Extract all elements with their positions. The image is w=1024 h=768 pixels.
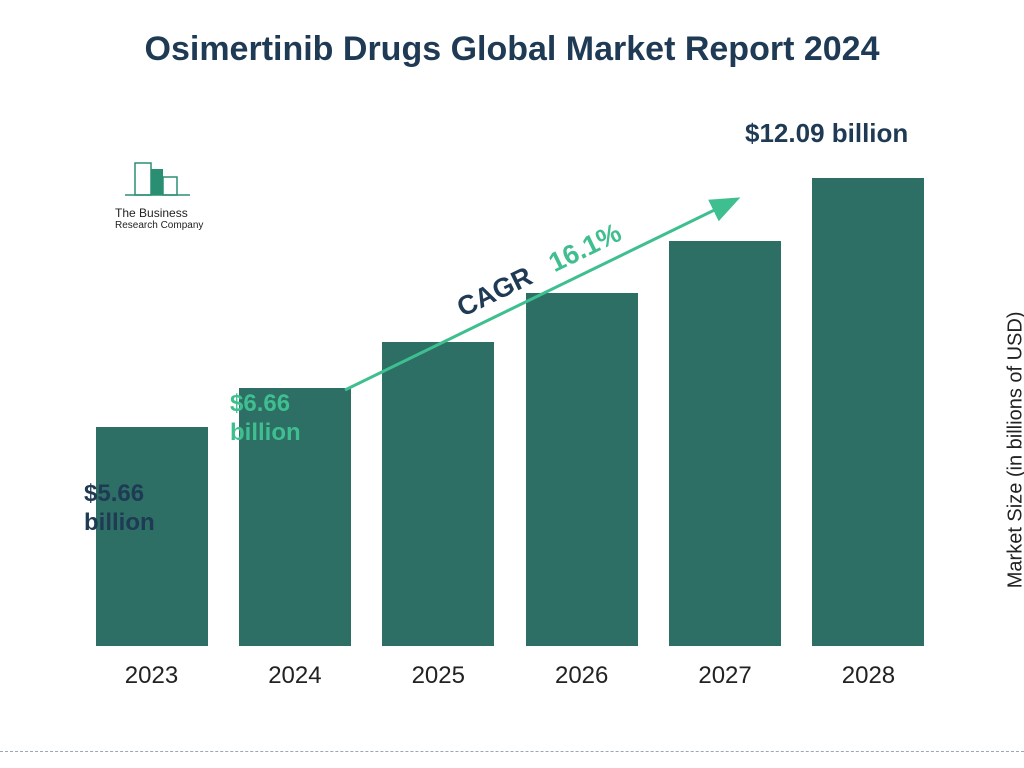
x-label-2025: 2025 xyxy=(367,652,510,690)
bar-slot xyxy=(797,178,940,646)
x-label-2026: 2026 xyxy=(510,652,653,690)
callout-2023: $5.66 billion xyxy=(84,480,194,538)
y-axis-label: Market Size (in billions of USD) xyxy=(1005,312,1024,589)
callout-2024: $6.66 billion xyxy=(230,390,340,448)
x-label-2027: 2027 xyxy=(654,652,797,690)
bottom-divider xyxy=(0,751,1024,752)
x-label-2028: 2028 xyxy=(797,652,940,690)
bar-2028 xyxy=(812,178,924,646)
x-label-2024: 2024 xyxy=(223,652,366,690)
growth-arrow: CAGR 16.1% xyxy=(335,190,765,410)
x-label-2023: 2023 xyxy=(80,652,223,690)
chart-title: Osimertinib Drugs Global Market Report 2… xyxy=(0,28,1024,71)
callout-2028: $12.09 billion xyxy=(745,118,908,149)
x-axis-labels: 202320242025202620272028 xyxy=(80,652,940,690)
